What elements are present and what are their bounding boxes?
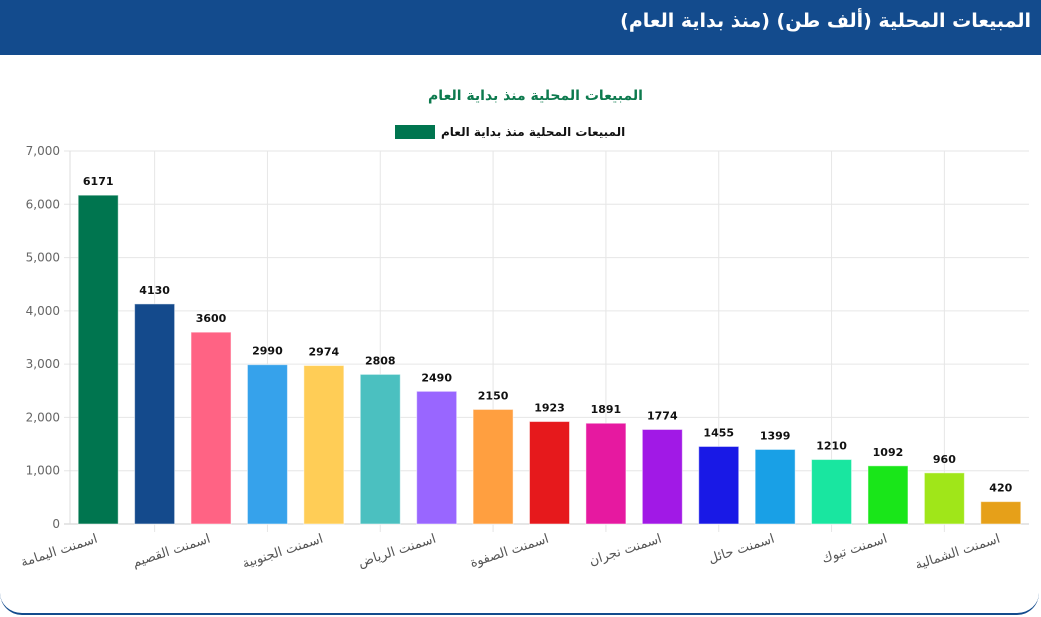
data-label: 1923: [534, 402, 565, 415]
y-tick-label: 1,000: [26, 464, 60, 478]
legend-label: المبيعات المحلية منذ بداية العام: [441, 125, 626, 139]
y-tick-label: 6,000: [26, 197, 60, 211]
y-tick-label: 3,000: [26, 357, 60, 371]
y-tick-label: 5,000: [26, 251, 60, 265]
x-tick-label: اسمنت القصيم: [131, 532, 213, 571]
x-tick-label: اسمنت الرياض: [356, 532, 438, 571]
bar: [303, 365, 345, 525]
bar: [867, 465, 909, 525]
x-tick-label: اسمنت نجران: [587, 532, 663, 570]
x-tick-label: اسمنت تبوك: [820, 532, 889, 567]
data-label: 6171: [83, 175, 114, 188]
bar: [77, 194, 119, 525]
y-tick-label: 0: [52, 517, 60, 531]
bar: [980, 501, 1022, 525]
x-tick-label: اسمنت الشمالية: [913, 532, 1002, 574]
bar: [811, 459, 853, 525]
data-label: 2490: [421, 371, 452, 384]
bar: [585, 422, 627, 525]
x-tick-label: اسمنت الصفوة: [468, 532, 550, 572]
bar: [472, 408, 514, 525]
y-tick-label: 4,000: [26, 304, 60, 318]
bar: [641, 428, 683, 525]
panel-title: المبيعات المحلية (ألف طن) (منذ بداية الع…: [620, 10, 1031, 32]
bar: [923, 472, 965, 525]
chart-title: المبيعات المحلية منذ بداية العام: [428, 88, 643, 104]
bar: [246, 364, 288, 525]
data-label: 4130: [139, 284, 170, 297]
bar: [529, 421, 570, 525]
bar: [134, 303, 176, 525]
data-label: 1399: [760, 429, 791, 442]
chart-card: [0, 55, 1039, 615]
data-label: 3600: [196, 312, 227, 325]
panel-header: المبيعات المحلية (ألف طن) (منذ بداية الع…: [0, 0, 1041, 55]
bar: [190, 331, 232, 525]
x-tick-label: اسمنت الجنوبية: [241, 532, 325, 572]
data-label: 960: [933, 453, 956, 466]
x-tick-label: اسمنت اليمامة: [19, 532, 99, 571]
data-label: 2990: [252, 345, 283, 358]
data-label: 1891: [591, 403, 622, 416]
data-label: 1455: [703, 426, 734, 439]
bar: [416, 390, 458, 525]
data-label: 2808: [365, 354, 396, 367]
data-label: 1092: [873, 446, 904, 459]
data-label: 2150: [478, 389, 509, 402]
bar: [698, 445, 740, 525]
legend-item[interactable]: المبيعات المحلية منذ بداية العام: [395, 125, 625, 139]
x-tick-label: اسمنت حائل: [707, 532, 777, 567]
bar: [754, 448, 796, 525]
legend-swatch: [395, 125, 435, 139]
y-tick-label: 7,000: [26, 144, 60, 158]
data-label: 1210: [816, 440, 847, 453]
data-label: 420: [989, 482, 1012, 495]
y-tick-label: 2,000: [26, 410, 60, 424]
data-label: 1774: [647, 409, 678, 422]
data-label: 2974: [309, 346, 340, 359]
bar: [359, 373, 401, 525]
